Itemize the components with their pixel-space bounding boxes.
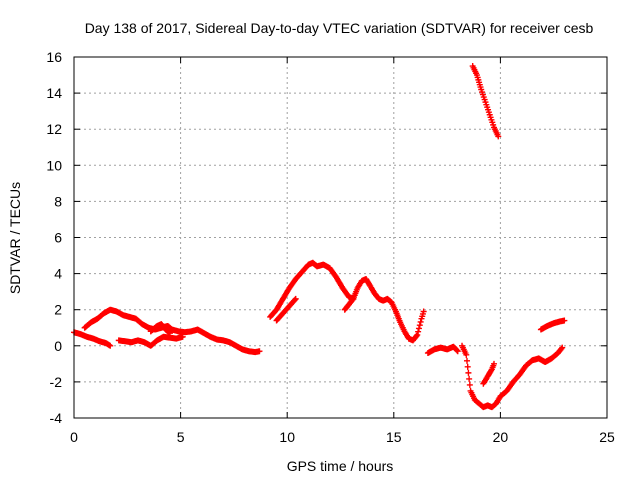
data-series-segment: [341, 295, 357, 313]
plot-frame: [73, 56, 608, 419]
y-tick-label: 6: [54, 230, 62, 246]
y-tick-label: 2: [54, 302, 62, 318]
data-series-segment: [537, 317, 568, 333]
plus-markers: [469, 63, 502, 140]
y-tick-label: 0: [54, 338, 62, 354]
plus-markers: [424, 343, 461, 357]
data-points: [71, 63, 568, 411]
x-tick-label: 10: [279, 429, 295, 445]
axis-ticks: 0 5 10 15 20 25 -4 -2 0 2 4 6 8 10 12 14 16: [46, 49, 615, 445]
plus-markers: [480, 360, 498, 387]
plus-markers: [273, 295, 299, 324]
y-tick-label: 16: [46, 49, 62, 65]
x-tick-label: 20: [493, 429, 509, 445]
plus-markers: [115, 333, 186, 349]
x-tick-label: 5: [177, 429, 185, 445]
y-tick-label: 8: [54, 193, 62, 209]
y-tick-label: 4: [54, 266, 62, 282]
data-series-segment: [147, 321, 173, 337]
y-tick-label: -2: [50, 374, 63, 390]
plus-markers: [267, 259, 427, 344]
y-tick-label: 10: [46, 157, 62, 173]
data-series-segment: [469, 63, 502, 140]
grid-lines: [74, 57, 607, 418]
data-series-segment: [267, 259, 427, 344]
x-tick-label: 0: [70, 429, 78, 445]
x-tick-label: 15: [386, 429, 402, 445]
x-tick-label: 25: [599, 429, 615, 445]
plus-markers: [341, 295, 357, 313]
plus-markers: [459, 342, 566, 411]
plus-markers: [147, 321, 173, 337]
y-tick-label: 12: [46, 121, 62, 137]
x-axis-label: GPS time / hours: [287, 458, 394, 474]
data-series-segment: [273, 295, 299, 324]
data-series-segment: [424, 343, 461, 357]
data-series-segment: [480, 360, 498, 387]
data-series-segment: [115, 333, 186, 349]
data-series-segment: [459, 342, 566, 411]
y-tick-label: -4: [50, 410, 63, 426]
plus-markers: [537, 317, 568, 333]
y-tick-label: 14: [46, 85, 62, 101]
chart-title: Day 138 of 2017, Sidereal Day-to-day VTE…: [85, 20, 594, 36]
y-axis-label: SDTVAR / TECUs: [7, 182, 23, 294]
